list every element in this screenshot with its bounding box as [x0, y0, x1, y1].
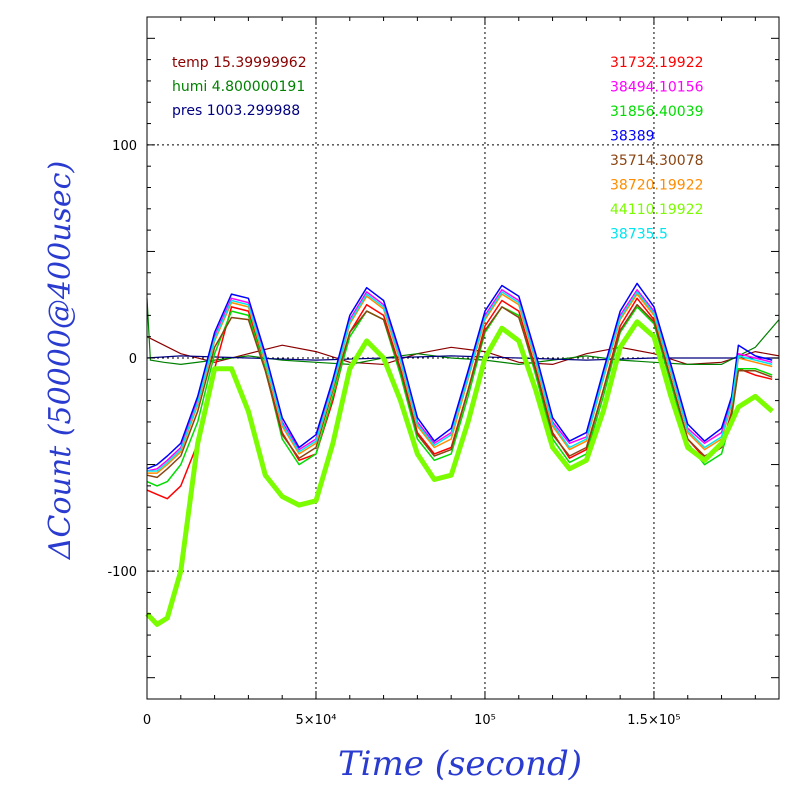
series-legend-entry: 38494.10156: [610, 80, 704, 96]
tick-labels: 0 5×10⁴ 10⁵ 1.5×10⁵ -100 0 100: [107, 139, 680, 728]
series-legend-entry: 38720.19922: [610, 178, 704, 194]
series-layer: [145, 282, 780, 627]
y-tick-label: 0: [129, 352, 137, 367]
env-line-humi: [146, 298, 780, 366]
env-line-pres: [146, 355, 779, 361]
x-axis-label: Time (second): [338, 744, 582, 784]
series-legend-entry: 35714.30078: [610, 153, 704, 169]
series-legend: 31732.19922 38494.10156 31856.40039 38389 35…: [610, 55, 704, 243]
series-legend-entry: 31732.19922: [610, 55, 704, 71]
series-legend-entry: 38389: [610, 129, 655, 145]
env-legend-entry: pres 1003.299988: [172, 103, 300, 119]
env-legend-entry: humi 4.800000191: [172, 79, 305, 95]
series-legend-entry: 44110.19922: [610, 202, 704, 218]
series-legend-entry: 38735.5: [610, 227, 668, 243]
y-tick-label: 100: [112, 139, 137, 154]
y-tick-label: -100: [107, 565, 137, 580]
series-line: [146, 306, 773, 487]
series-line: [145, 319, 774, 627]
env-line-temp: [146, 336, 780, 366]
axis-ticks: [147, 17, 779, 699]
series-line: [146, 303, 773, 479]
env-legend: temp 15.39999962 humi 4.800000191 pres 100…: [172, 55, 307, 119]
x-tick-label: 5×10⁴: [296, 713, 337, 728]
series-legend-entry: 31856.40039: [610, 104, 704, 120]
series-line: [147, 291, 773, 472]
env-legend-entry: temp 15.39999962: [172, 55, 307, 71]
series-line: [146, 282, 773, 470]
x-tick-label: 1.5×10⁵: [627, 713, 680, 728]
x-tick-label: 10⁵: [474, 713, 496, 728]
y-axis-label: ΔCount (50000@400usec): [43, 161, 78, 560]
x-tick-label: 0: [143, 713, 151, 728]
